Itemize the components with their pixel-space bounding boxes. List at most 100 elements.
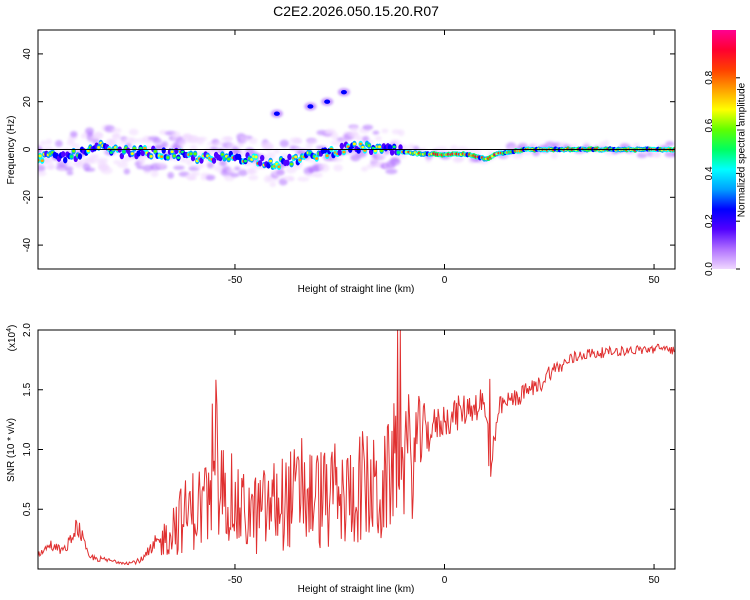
- snr-y-label: SNR (10 * v/v): [6, 418, 17, 482]
- scale-close: ): [7, 325, 18, 328]
- spectrogram-halo: [191, 171, 200, 177]
- spectrogram-peak: [172, 154, 176, 158]
- spectrogram-halo: [376, 151, 387, 160]
- spectrogram-peak: [189, 152, 193, 156]
- spectrogram-peak: [139, 146, 143, 150]
- spectrogram-halo: [39, 140, 47, 146]
- spectrogram-peak: [380, 149, 384, 153]
- colorbar-tick-label: 0.6: [704, 118, 715, 132]
- spectrogram-halo: [177, 140, 186, 147]
- spectrogram-halo: [350, 125, 359, 133]
- spectrogram-panel: -50 0 50 -40 -20 0 20 40 Height of straight li…: [6, 29, 676, 295]
- spectrogram-halo: [398, 129, 405, 137]
- y-tick-label: 0.5: [22, 502, 33, 516]
- spectrogram-peak: [359, 142, 363, 146]
- spectrogram-halo: [246, 168, 258, 175]
- spectrogram-halo: [128, 128, 139, 136]
- spectrogram-spur: [324, 99, 331, 104]
- spectrogram-spur: [273, 111, 280, 116]
- spectrogram-halo: [38, 164, 46, 172]
- y-tick-label: 20: [22, 96, 33, 108]
- spectrogram-halo: [385, 168, 398, 175]
- spectrogram-x-axis: -50 0 50: [228, 30, 660, 286]
- spectrogram-peak: [342, 150, 346, 154]
- spectrogram-cell: [63, 156, 68, 164]
- colorbar-ticks: 0.0 0.2 0.4 0.6 0.8: [704, 70, 740, 276]
- y-tick-label: 40: [22, 48, 33, 60]
- spectrogram-halo: [212, 140, 225, 147]
- spectrogram-peak: [352, 142, 357, 146]
- spectrogram-halo: [47, 162, 55, 170]
- snr-frame: [37, 329, 676, 570]
- spectrogram-halo: [269, 181, 277, 188]
- snr-series-line: [38, 330, 675, 566]
- spectrogram-halo: [224, 136, 233, 142]
- colorbar-gradient: [712, 30, 736, 269]
- spectrogram-halo: [248, 174, 259, 181]
- spectrogram-peak: [69, 155, 74, 158]
- spectrogram-peak: [289, 162, 294, 166]
- spectrogram-halo: [665, 141, 675, 147]
- spectrogram-y-label: Frequency (Hz): [6, 116, 17, 185]
- spectrogram-halo: [156, 162, 167, 169]
- spectrogram-peak: [97, 146, 101, 149]
- spectrogram-halo: [672, 151, 675, 157]
- snr-panel: -50 0 50 0.5 1.0 1.5 2.0 Height of straight l…: [6, 323, 676, 595]
- colorbar-tick-label: 0.8: [704, 70, 715, 84]
- y-tick-label: 2.0: [22, 323, 33, 337]
- spectrogram-halo: [372, 130, 380, 135]
- spectrogram-halo: [226, 168, 236, 174]
- figure-title: C2E2.2026.050.15.20.R07: [273, 3, 439, 19]
- spectrogram-halo: [653, 150, 661, 158]
- spectrogram-halo: [375, 136, 382, 142]
- spectrogram-halo: [230, 172, 240, 178]
- spectrogram-halo: [266, 151, 276, 160]
- spectrogram-halo: [512, 152, 524, 159]
- spectrogram-halo: [100, 166, 113, 175]
- spectrogram-peak: [130, 152, 134, 156]
- colorbar-tick-label: 0.0: [704, 262, 715, 276]
- spectrogram-peak: [315, 157, 319, 160]
- snr-y-axis: 0.5 1.0 1.5 2.0: [22, 323, 675, 516]
- colorbar-label: Normalized spectral amplitude: [737, 82, 748, 217]
- spectrogram-cell: [77, 153, 83, 160]
- spectrogram-cell: [287, 153, 292, 161]
- colorbar-tick-label: 0.2: [704, 214, 715, 228]
- spectrogram-halo: [93, 131, 104, 139]
- spectrogram-halo: [313, 172, 323, 178]
- x-tick-label: 0: [442, 275, 448, 286]
- svg-text:(x104): (x104): [6, 325, 18, 352]
- x-tick-label: 50: [648, 575, 660, 586]
- spectrogram-halo: [210, 146, 219, 151]
- spectrogram-halo: [331, 131, 339, 140]
- spectrogram-halo: [84, 167, 96, 172]
- spectrogram-peak: [298, 158, 302, 162]
- spectrogram-peak: [149, 154, 153, 158]
- spectrogram-peak: [153, 150, 157, 153]
- snr-x-axis: -50 0 50: [228, 330, 660, 586]
- spectrogram-halo: [323, 130, 333, 135]
- spectrogram-cell: [119, 152, 125, 160]
- y-tick-label: 0: [22, 146, 33, 152]
- spectrogram-halo: [602, 139, 610, 148]
- spectrogram-peak: [143, 146, 147, 150]
- snr-scale-label: (x104): [6, 325, 18, 352]
- spectrogram-halo: [206, 162, 214, 169]
- spectrogram-halo: [205, 174, 216, 181]
- spectrogram-halo: [333, 164, 343, 172]
- spectrogram-peak: [396, 151, 401, 154]
- spectrogram-halo: [279, 139, 290, 148]
- spectrogram-cell: [136, 150, 141, 157]
- spectrogram-halo: [69, 130, 78, 138]
- spectrogram-halo: [361, 166, 369, 172]
- spectrogram-x-label: Height of straight line (km): [298, 284, 415, 295]
- x-tick-label: 50: [648, 275, 660, 286]
- spectrogram-halo: [41, 158, 54, 164]
- spectrogram-halo: [171, 131, 181, 138]
- x-tick-label: 0: [442, 575, 448, 586]
- spectrogram-halo: [66, 170, 74, 176]
- spectrogram-halo: [38, 144, 43, 149]
- colorbar: 0.0 0.2 0.4 0.6 0.8 Normalized spectral ampl…: [704, 30, 748, 276]
- spectrogram-peak: [392, 145, 396, 149]
- spectrogram-cell: [140, 149, 145, 157]
